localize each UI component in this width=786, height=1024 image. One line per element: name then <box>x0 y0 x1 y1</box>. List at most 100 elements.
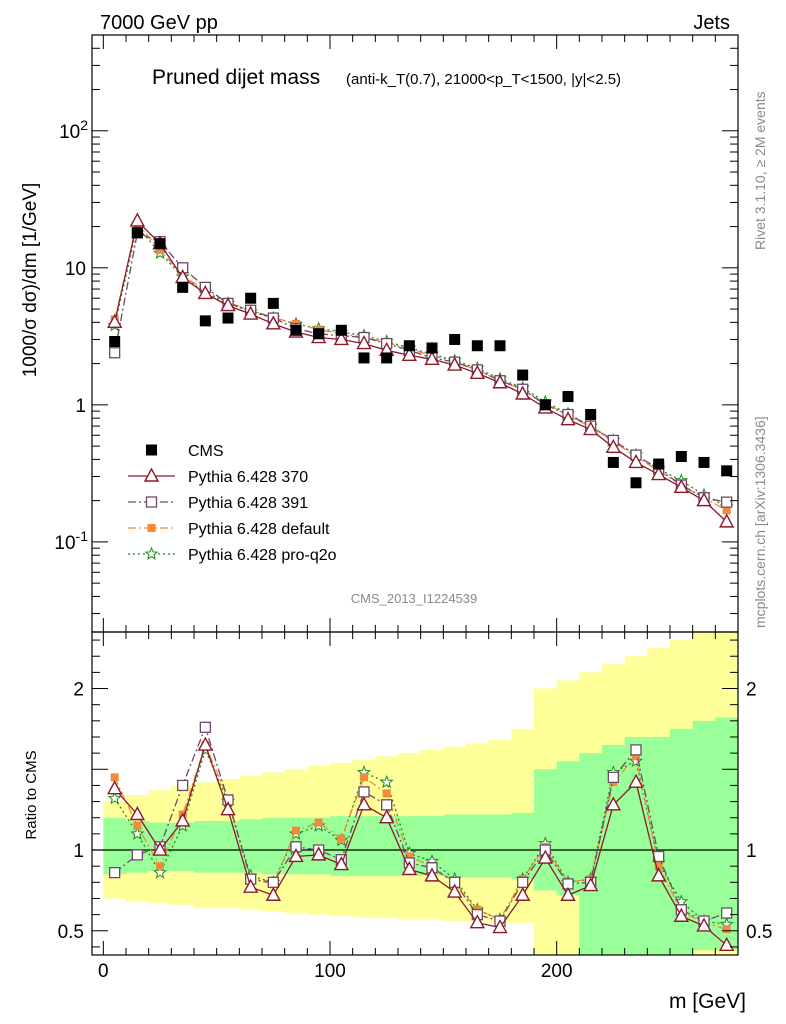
ratio-point-p391 <box>109 866 121 879</box>
ratio-y-tick-label-right: 1 <box>746 841 757 862</box>
y-tick-label: 102 <box>59 117 88 143</box>
y-tick-label: 10-1 <box>54 528 88 554</box>
data-point-pdefault <box>722 506 731 515</box>
analysis-watermark: CMS_2013_I1224539 <box>351 591 478 606</box>
data-point-p370 <box>401 346 418 361</box>
header-right: Jets <box>693 12 730 34</box>
ratio-point-pdefault <box>632 752 640 761</box>
ratio-point-p370 <box>469 914 486 929</box>
x-tick-label: 200 <box>541 961 573 982</box>
ratio-point-p370 <box>446 883 463 898</box>
data-point-cms <box>177 281 189 293</box>
ratio-point-p370 <box>582 877 599 892</box>
ratio-y-tick-label-left: 2 <box>73 680 84 701</box>
ratio-point-p370 <box>514 886 531 901</box>
y-tick-label: 10 <box>65 259 86 280</box>
x-axis-label: m [GeV] <box>669 990 746 1013</box>
data-point-p370 <box>356 335 372 350</box>
data-point-p391 <box>109 347 121 359</box>
ratio-point-p370 <box>401 860 418 876</box>
ratio-point-p391 <box>721 907 733 919</box>
ratio-point-p370 <box>220 801 236 816</box>
legend-label-pq2o: Pythia 6.428 pro-q2o <box>188 547 337 564</box>
ratio-point-pdefault <box>292 826 300 835</box>
legend-label-pdefault: Pythia 6.428 default <box>188 521 330 538</box>
data-point-p370 <box>242 305 259 320</box>
data-point-p370 <box>605 438 622 454</box>
data-point-pdefault <box>156 245 164 254</box>
data-point-cms <box>290 324 302 336</box>
legend: CMS Pythia 6.428 370 Pythia 6.428 391 Pythi… <box>128 443 337 564</box>
ratio-point-pdefault <box>654 862 663 871</box>
legend-marker-cms <box>146 444 157 456</box>
data-point-cms <box>494 340 506 352</box>
legend-marker-pdefault <box>147 524 156 532</box>
ratio-uncertainty-bands <box>92 632 739 955</box>
data-point-p370 <box>106 313 123 329</box>
data-point-cms <box>449 333 461 345</box>
legend-label-p370: Pythia 6.428 370 <box>188 469 308 486</box>
x-tick-label: 100 <box>314 961 346 982</box>
ratio-point-pdefault <box>360 773 368 782</box>
data-point-cms <box>131 227 143 239</box>
data-point-cms <box>245 292 257 304</box>
data-point-p370 <box>265 315 282 330</box>
plot-cut-text: (anti-k_T(0.7), 21000<p_T<1500, |y|<2.5) <box>346 71 621 88</box>
ratio-panel-series <box>106 721 735 952</box>
ratio-point-p391 <box>177 779 189 792</box>
ratio-y-tick-label-right: 0.5 <box>746 922 772 943</box>
ratio-point-p370 <box>492 919 508 934</box>
data-point-cms <box>335 324 347 336</box>
series-cms <box>109 227 733 489</box>
data-point-cms <box>630 477 642 489</box>
plot-title: Pruned dijet mass <box>152 66 320 89</box>
data-point-cms <box>313 328 325 340</box>
ratio-point-p370 <box>718 936 735 952</box>
series-line-pq2o <box>114 225 727 508</box>
data-point-p370 <box>197 284 214 300</box>
ratio-point-pdefault <box>156 862 164 871</box>
mcplots-label: mcplots.cern.ch [arXiv:1306.3436] <box>752 416 768 628</box>
axes: 0 100 200 10-1 1 10 102 0.5 0.5 1 1 2 2 <box>54 34 772 982</box>
ratio-point-p370 <box>288 848 304 863</box>
data-point-cms <box>471 340 483 352</box>
ratio-point-p391 <box>358 786 370 798</box>
data-point-p370 <box>514 385 531 400</box>
data-point-cms <box>403 340 415 352</box>
main-y-axis-label: 1000/σ dσ)/dm [1/GeV] <box>20 183 41 378</box>
rivet-label: Rivet 3.1.10, ≥ 2M events <box>752 91 768 250</box>
series-line-pdefault <box>114 222 727 511</box>
data-point-cms <box>109 335 121 347</box>
ratio-point-p370 <box>424 867 440 882</box>
data-point-cms <box>539 399 551 411</box>
data-point-p370 <box>582 421 599 436</box>
ratio-frame <box>91 631 739 956</box>
ratio-point-pq2o <box>107 790 122 805</box>
data-point-p370 <box>628 453 644 469</box>
data-point-cms <box>426 342 438 354</box>
x-tick-label: 0 <box>98 961 109 982</box>
ratio-line-p370 <box>114 742 728 946</box>
data-point-p370 <box>650 466 667 481</box>
ratio-point-p370 <box>673 907 690 922</box>
ratio-point-p370 <box>265 886 282 901</box>
ratio-point-p391 <box>267 876 279 888</box>
main-panel-series <box>106 212 735 528</box>
ratio-point-p370 <box>174 812 191 827</box>
ratio-band-inner <box>103 717 739 955</box>
ratio-series-p370 <box>106 736 735 952</box>
legend-marker-p370 <box>143 467 160 482</box>
data-point-cms <box>517 369 529 381</box>
ratio-point-p370 <box>129 806 146 821</box>
ratio-point-pdefault <box>382 789 391 798</box>
data-point-p370 <box>424 350 440 365</box>
data-point-p370 <box>333 331 350 346</box>
ratio-point-p370 <box>628 773 644 788</box>
ratio-point-pdefault <box>314 818 323 827</box>
ratio-point-p391 <box>607 771 619 783</box>
ratio-point-p370 <box>560 886 576 901</box>
ratio-point-p370 <box>696 917 712 932</box>
data-point-cms <box>267 297 279 309</box>
ratio-point-pq2o <box>628 753 644 768</box>
ratio-point-p370 <box>197 736 214 751</box>
